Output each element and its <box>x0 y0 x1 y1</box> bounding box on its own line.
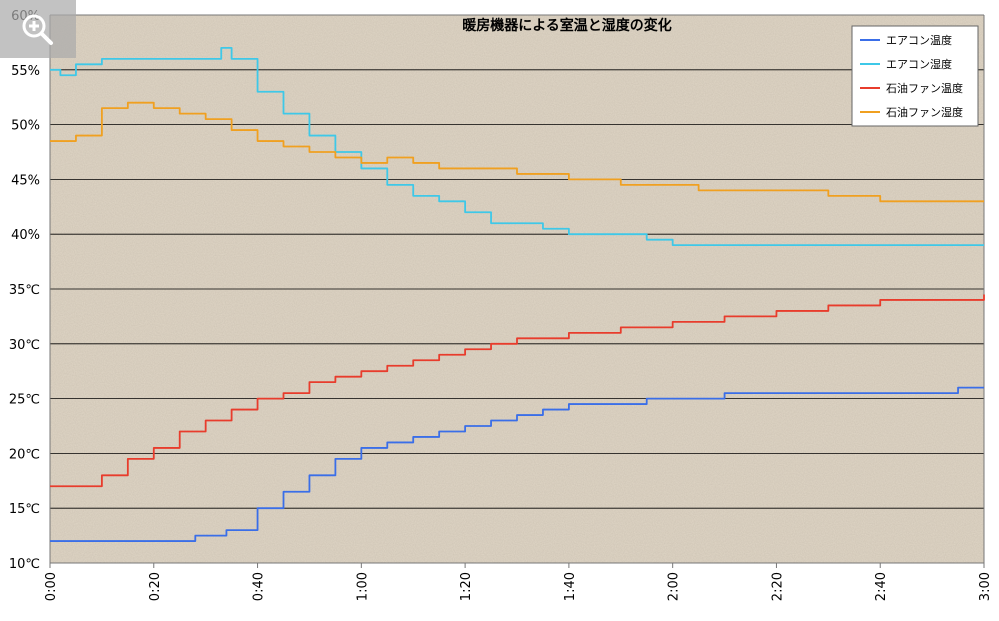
y-tick-label: 50% <box>11 119 40 134</box>
x-tick-label: 3:00 <box>978 572 993 601</box>
y-tick-label: 25℃ <box>9 393 40 408</box>
y-tick-label: 30℃ <box>9 338 40 353</box>
x-tick-label: 1:40 <box>563 572 578 601</box>
x-tick-label: 0:20 <box>148 572 163 601</box>
y-tick-label: 10℃ <box>9 557 40 572</box>
chart-title: 暖房機器による室温と湿度の変化 <box>462 17 672 34</box>
zoom-button[interactable] <box>0 0 76 58</box>
y-tick-label: 55% <box>11 64 40 79</box>
x-tick-label: 1:00 <box>355 572 370 601</box>
series-line <box>50 294 985 488</box>
x-tick-label: 0:40 <box>252 572 267 601</box>
y-tick-label: 35℃ <box>9 283 40 298</box>
y-tick-label: 20℃ <box>9 447 40 462</box>
y-tick-label: 45% <box>11 173 40 188</box>
series-line <box>50 386 984 542</box>
series-line <box>50 101 984 203</box>
y-tick-label: 15℃ <box>9 502 40 517</box>
legend-label: 石油ファン湿度 <box>886 105 963 119</box>
zoom-in-icon <box>22 14 53 45</box>
x-tick-label: 2:00 <box>667 572 682 601</box>
legend-label: エアコン温度 <box>886 33 952 47</box>
x-tick-label: 2:20 <box>770 572 785 601</box>
series-line <box>50 46 984 247</box>
y-tick-label: 40% <box>11 228 40 243</box>
legend-label: 石油ファン温度 <box>886 81 963 95</box>
legend-label: エアコン湿度 <box>886 57 952 71</box>
x-tick-label: 0:00 <box>44 572 59 601</box>
legend-box <box>851 25 979 127</box>
x-tick-label: 1:20 <box>459 572 474 601</box>
x-tick-label: 2:40 <box>874 572 889 601</box>
